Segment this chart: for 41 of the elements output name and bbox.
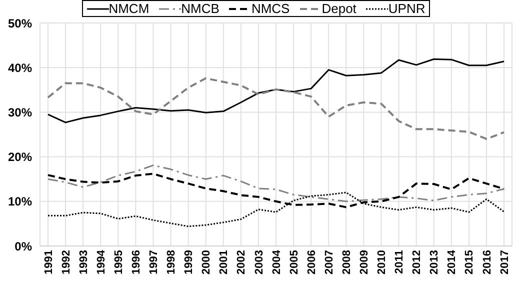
line-series [47,164,505,202]
x-tick-label: 2010 [376,250,388,274]
x-tick-label: 1992 [60,250,72,274]
y-tick-label: 10% [8,194,32,209]
legend-label: NMCB [181,1,220,16]
x-tick-label: 2012 [411,250,424,274]
x-tick-label: 1991 [42,250,55,274]
x-tick-label: 2016 [481,250,494,274]
x-tick-label: 2013 [428,250,441,274]
x-tick-label: 1994 [95,249,108,274]
legend-label: NMCS [251,1,290,16]
x-tick-label: 1996 [130,250,142,274]
x-tick-label: 1999 [183,250,196,274]
x-tick-label: 2006 [306,250,318,274]
legend-label: Depot [322,1,356,16]
x-tick-label: 2002 [236,250,248,274]
legend-label: UPNR [388,1,426,16]
x-tick-label: 1998 [166,250,178,274]
x-tick-label: 2005 [288,250,300,274]
x-tick-label: 2017 [498,250,511,274]
x-tick-label: 1993 [78,250,90,274]
x-tick-label: 2008 [340,250,353,274]
x-tick-label: 2011 [394,250,406,274]
x-tick-label: 1997 [148,250,160,274]
y-tick-label: 30% [8,105,32,120]
line-series [47,77,505,140]
y-tick-label: 50% [8,16,32,30]
x-tick-label: 2004 [270,249,283,274]
x-tick-label: 2009 [358,250,370,274]
x-tick-label: 2000 [200,250,213,274]
y-tick-label: 20% [8,150,32,164]
x-tick-label: 2003 [253,250,266,274]
y-tick-label: 40% [8,60,32,75]
x-tick-label: 1995 [112,250,125,274]
line-series [47,58,505,124]
x-tick-label: 2001 [218,250,230,274]
y-tick-label: 0% [14,239,32,254]
x-tick-label: 2014 [446,249,458,274]
x-tick-label: 2007 [323,250,336,274]
legend-label: NMCM [108,1,150,16]
x-tick-label: 2015 [464,250,476,274]
